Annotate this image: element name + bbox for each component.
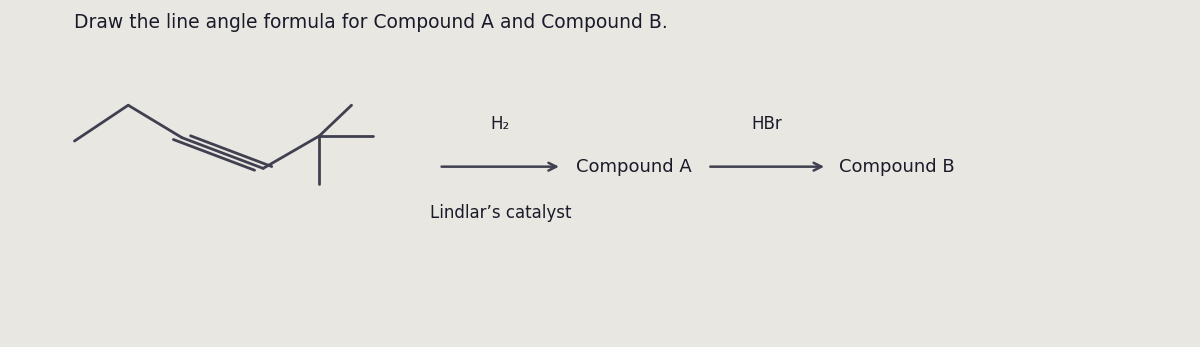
Text: Lindlar’s catalyst: Lindlar’s catalyst xyxy=(430,204,571,222)
Text: Draw the line angle formula for Compound A and Compound B.: Draw the line angle formula for Compound… xyxy=(74,13,668,32)
Text: H₂: H₂ xyxy=(491,115,510,133)
Text: Compound B: Compound B xyxy=(839,158,954,176)
Text: HBr: HBr xyxy=(752,115,782,133)
Text: Compound A: Compound A xyxy=(576,158,692,176)
